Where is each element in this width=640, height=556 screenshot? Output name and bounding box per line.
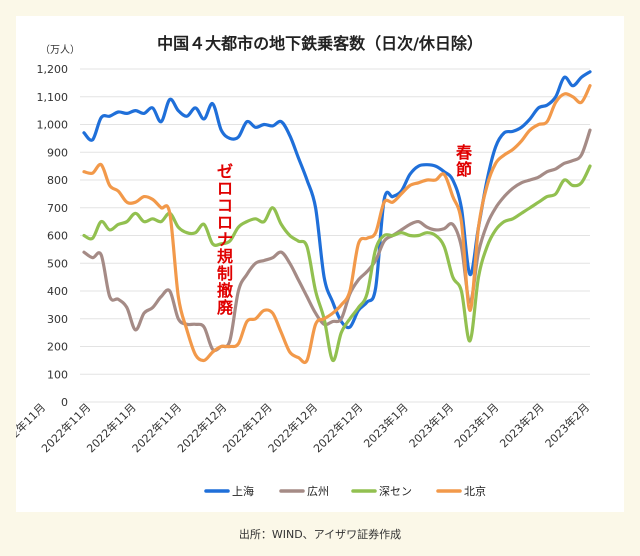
series-line-上海	[82, 70, 592, 330]
legend-label: 上海	[232, 484, 254, 498]
y-tick-label: 1,000	[37, 119, 69, 132]
y-tick-label: 400	[47, 285, 68, 298]
y-axis-unit: （万人）	[40, 44, 80, 56]
x-tick-label: 2022年12月	[310, 400, 365, 455]
annotation-char: ロ	[217, 179, 233, 198]
annotation-char: 節	[455, 160, 472, 179]
y-tick-label: 1,200	[37, 63, 69, 76]
annotation-char: 撤	[217, 281, 233, 300]
source-note: 出所：WIND、アイザワ証券作成	[238, 528, 402, 541]
legend-label: 北京	[464, 484, 486, 498]
annotation-char: ロ	[217, 213, 233, 232]
annotation-char: ナ	[217, 230, 233, 249]
legend: 上海 広州 深セン 北京	[204, 484, 486, 498]
y-tick-label: 300	[47, 313, 68, 326]
chart-panel: 中国４大都市の地下鉄乗客数（日次/休日除） 0 100 200 300 400 500 60…	[16, 16, 624, 512]
series-line-広州	[82, 128, 592, 352]
legend-label: 広州	[307, 485, 329, 498]
x-tick-label: 2023年1月	[451, 400, 501, 450]
grid-lines	[80, 68, 590, 403]
x-tick-label: 2023年2月	[497, 400, 547, 450]
y-tick-label: 200	[47, 341, 68, 354]
x-tick-label: 2023年1月	[406, 400, 456, 450]
y-tick-label: 900	[47, 146, 68, 159]
chart-title: 中国４大都市の地下鉄乗客数（日次/休日除）	[157, 34, 483, 53]
line-chart: 0 100 200 300 400 500 600 700 800 900 1,000 1,100 1,…	[16, 44, 592, 498]
legend-label: 深セン	[379, 485, 412, 498]
y-tick-label: 500	[47, 257, 68, 270]
y-tick-label: 800	[47, 174, 68, 187]
annotation-char: ゼ	[217, 162, 233, 181]
series-line-北京	[82, 84, 592, 365]
x-tick-label: 2023年2月	[542, 400, 592, 450]
y-axis: 0 100 200 300 400 500 600 700 800 900 1,000 1,100 1,…	[37, 44, 81, 409]
annotation-char: 廃	[217, 298, 234, 317]
annotation-char: コ	[217, 196, 233, 215]
annotation-char: 規	[217, 247, 233, 266]
x-tick-label: 2023年1月	[361, 400, 411, 450]
series-lines	[82, 70, 592, 365]
y-tick-label: 1,100	[37, 91, 69, 104]
y-tick-label: 700	[47, 202, 68, 215]
y-tick-label: 0	[61, 396, 68, 409]
annotation-char: 制	[217, 264, 233, 283]
y-tick-label: 600	[47, 230, 68, 243]
annotation-char: 春	[455, 143, 473, 162]
y-tick-label: 100	[47, 368, 68, 381]
x-axis: 2022年11月2022年11月2022年11月2022年11月2022年12月…	[16, 400, 592, 455]
